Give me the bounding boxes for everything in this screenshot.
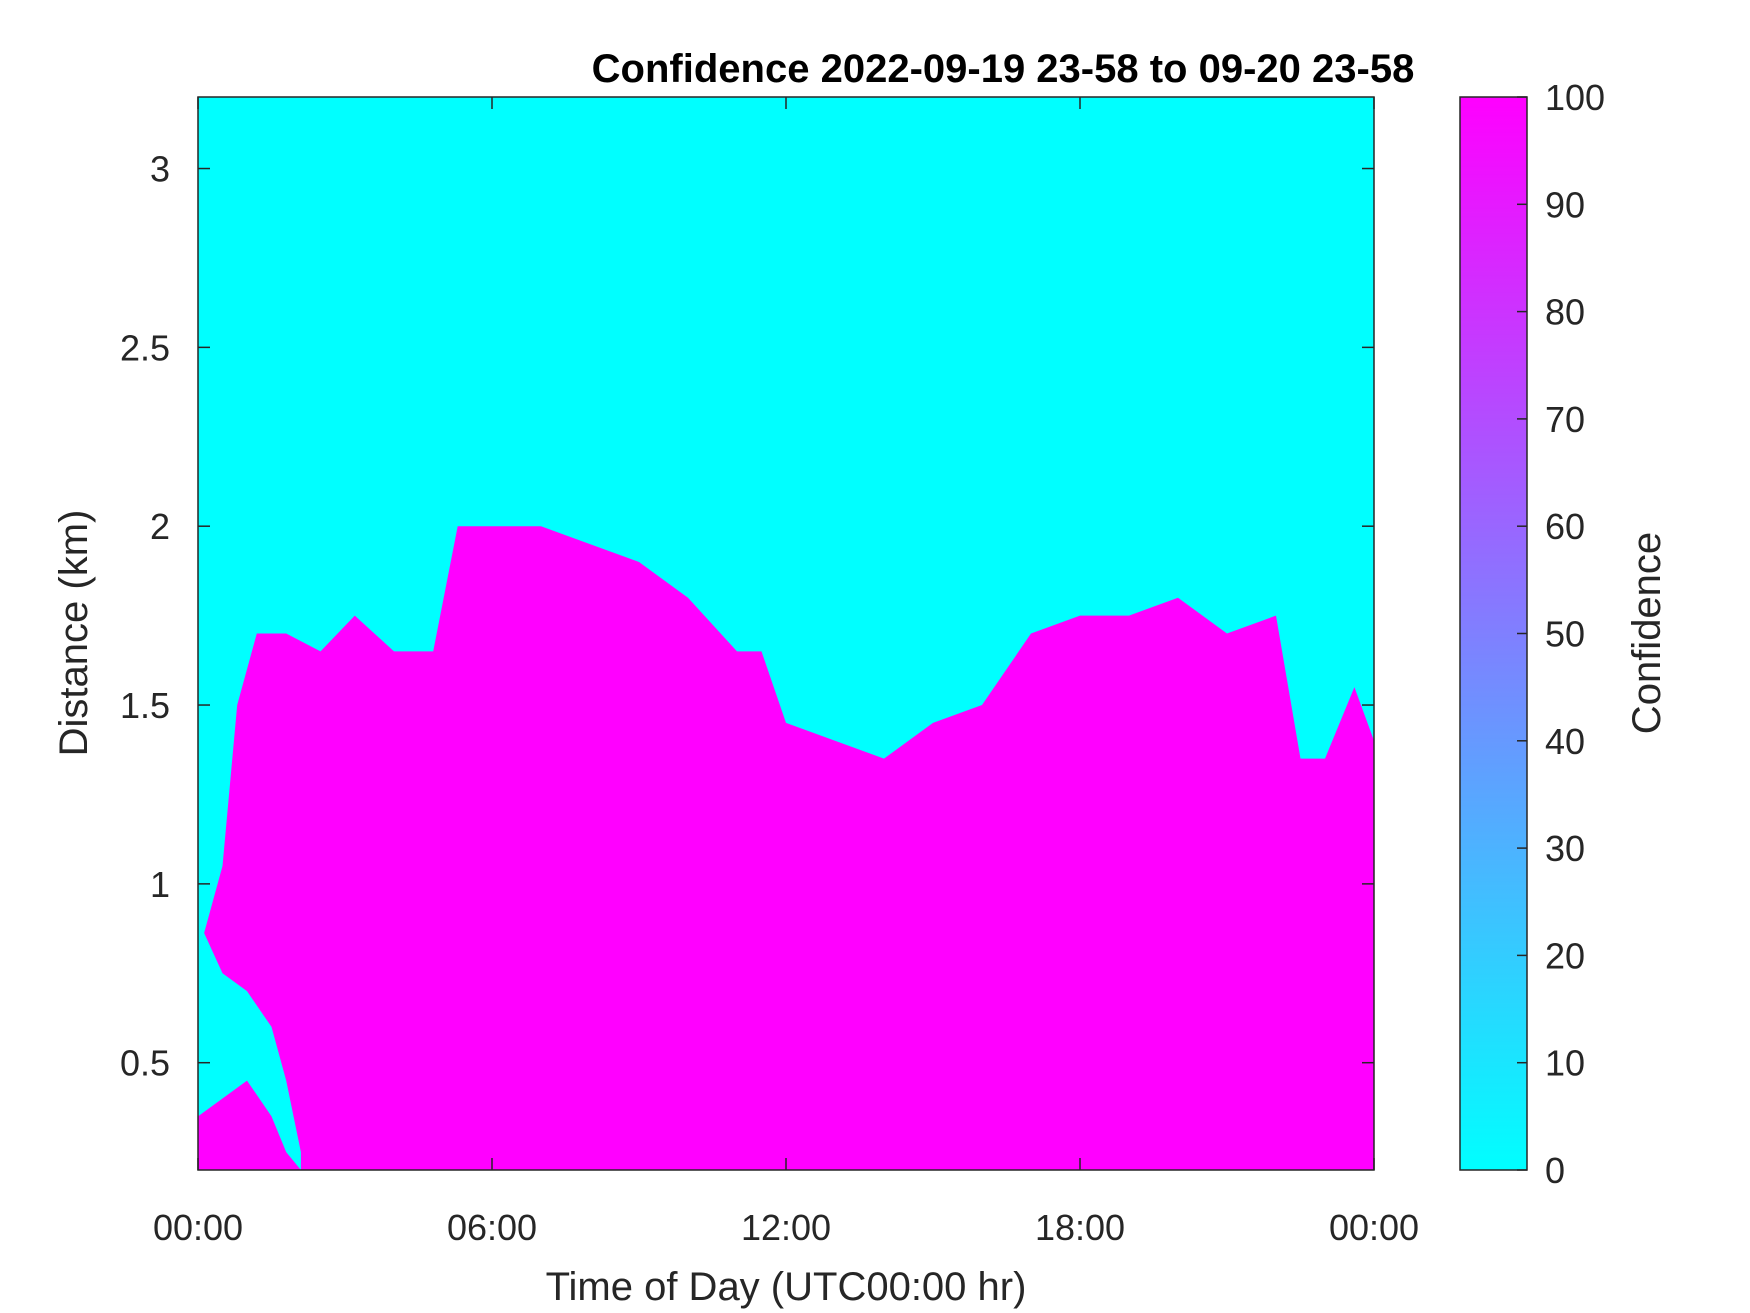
colorbar-tick-label: 40 [1545, 721, 1585, 762]
y-tick-label: 0.5 [120, 1043, 170, 1084]
colorbar-gradient [1459, 96, 1528, 1171]
x-tick-label: 00:00 [1329, 1207, 1419, 1248]
colorbar: 0 10 20 30 40 50 60 70 80 90 100 Confidence [1459, 77, 1669, 1191]
y-tick-label: 2 [150, 506, 170, 547]
colorbar-ticks: 0 10 20 30 40 50 60 70 80 90 100 [1517, 77, 1605, 1191]
colorbar-tick-label: 70 [1545, 399, 1585, 440]
plot-area [198, 97, 1374, 1170]
colorbar-tick-label: 10 [1545, 1043, 1585, 1084]
colorbar-label: Confidence [1625, 532, 1669, 734]
y-tick-label: 2.5 [120, 327, 170, 368]
colorbar-tick-label: 80 [1545, 292, 1585, 333]
y-tick-label: 1.5 [120, 685, 170, 726]
x-axis-ticks: 00:00 06:00 12:00 18:00 00:00 [153, 97, 1419, 1248]
x-tick-label: 12:00 [741, 1207, 831, 1248]
low-confidence-pocket [198, 919, 301, 1170]
colorbar-tick-label: 20 [1545, 935, 1585, 976]
x-axis-label: Time of Day (UTC00:00 hr) [546, 1265, 1027, 1309]
y-tick-label: 3 [150, 149, 170, 190]
colorbar-tick-label: 30 [1545, 828, 1585, 869]
colorbar-tick-label: 90 [1545, 184, 1585, 225]
y-axis-label: Distance (km) [52, 510, 96, 757]
chart-title: Confidence 2022-09-19 23-58 to 09-20 23-… [592, 47, 1415, 91]
x-tick-label: 18:00 [1035, 1207, 1125, 1248]
x-tick-label: 06:00 [447, 1207, 537, 1248]
colorbar-tick-label: 60 [1545, 506, 1585, 547]
y-axis-ticks: 0.5 1 1.5 2 2.5 3 [120, 149, 1374, 1084]
high-confidence-region [198, 526, 1374, 1170]
colorbar-tick-label: 100 [1545, 77, 1605, 118]
y-tick-label: 1 [150, 864, 170, 905]
colorbar-tick-label: 0 [1545, 1150, 1565, 1191]
colorbar-tick-label: 50 [1545, 614, 1585, 655]
x-tick-label: 00:00 [153, 1207, 243, 1248]
